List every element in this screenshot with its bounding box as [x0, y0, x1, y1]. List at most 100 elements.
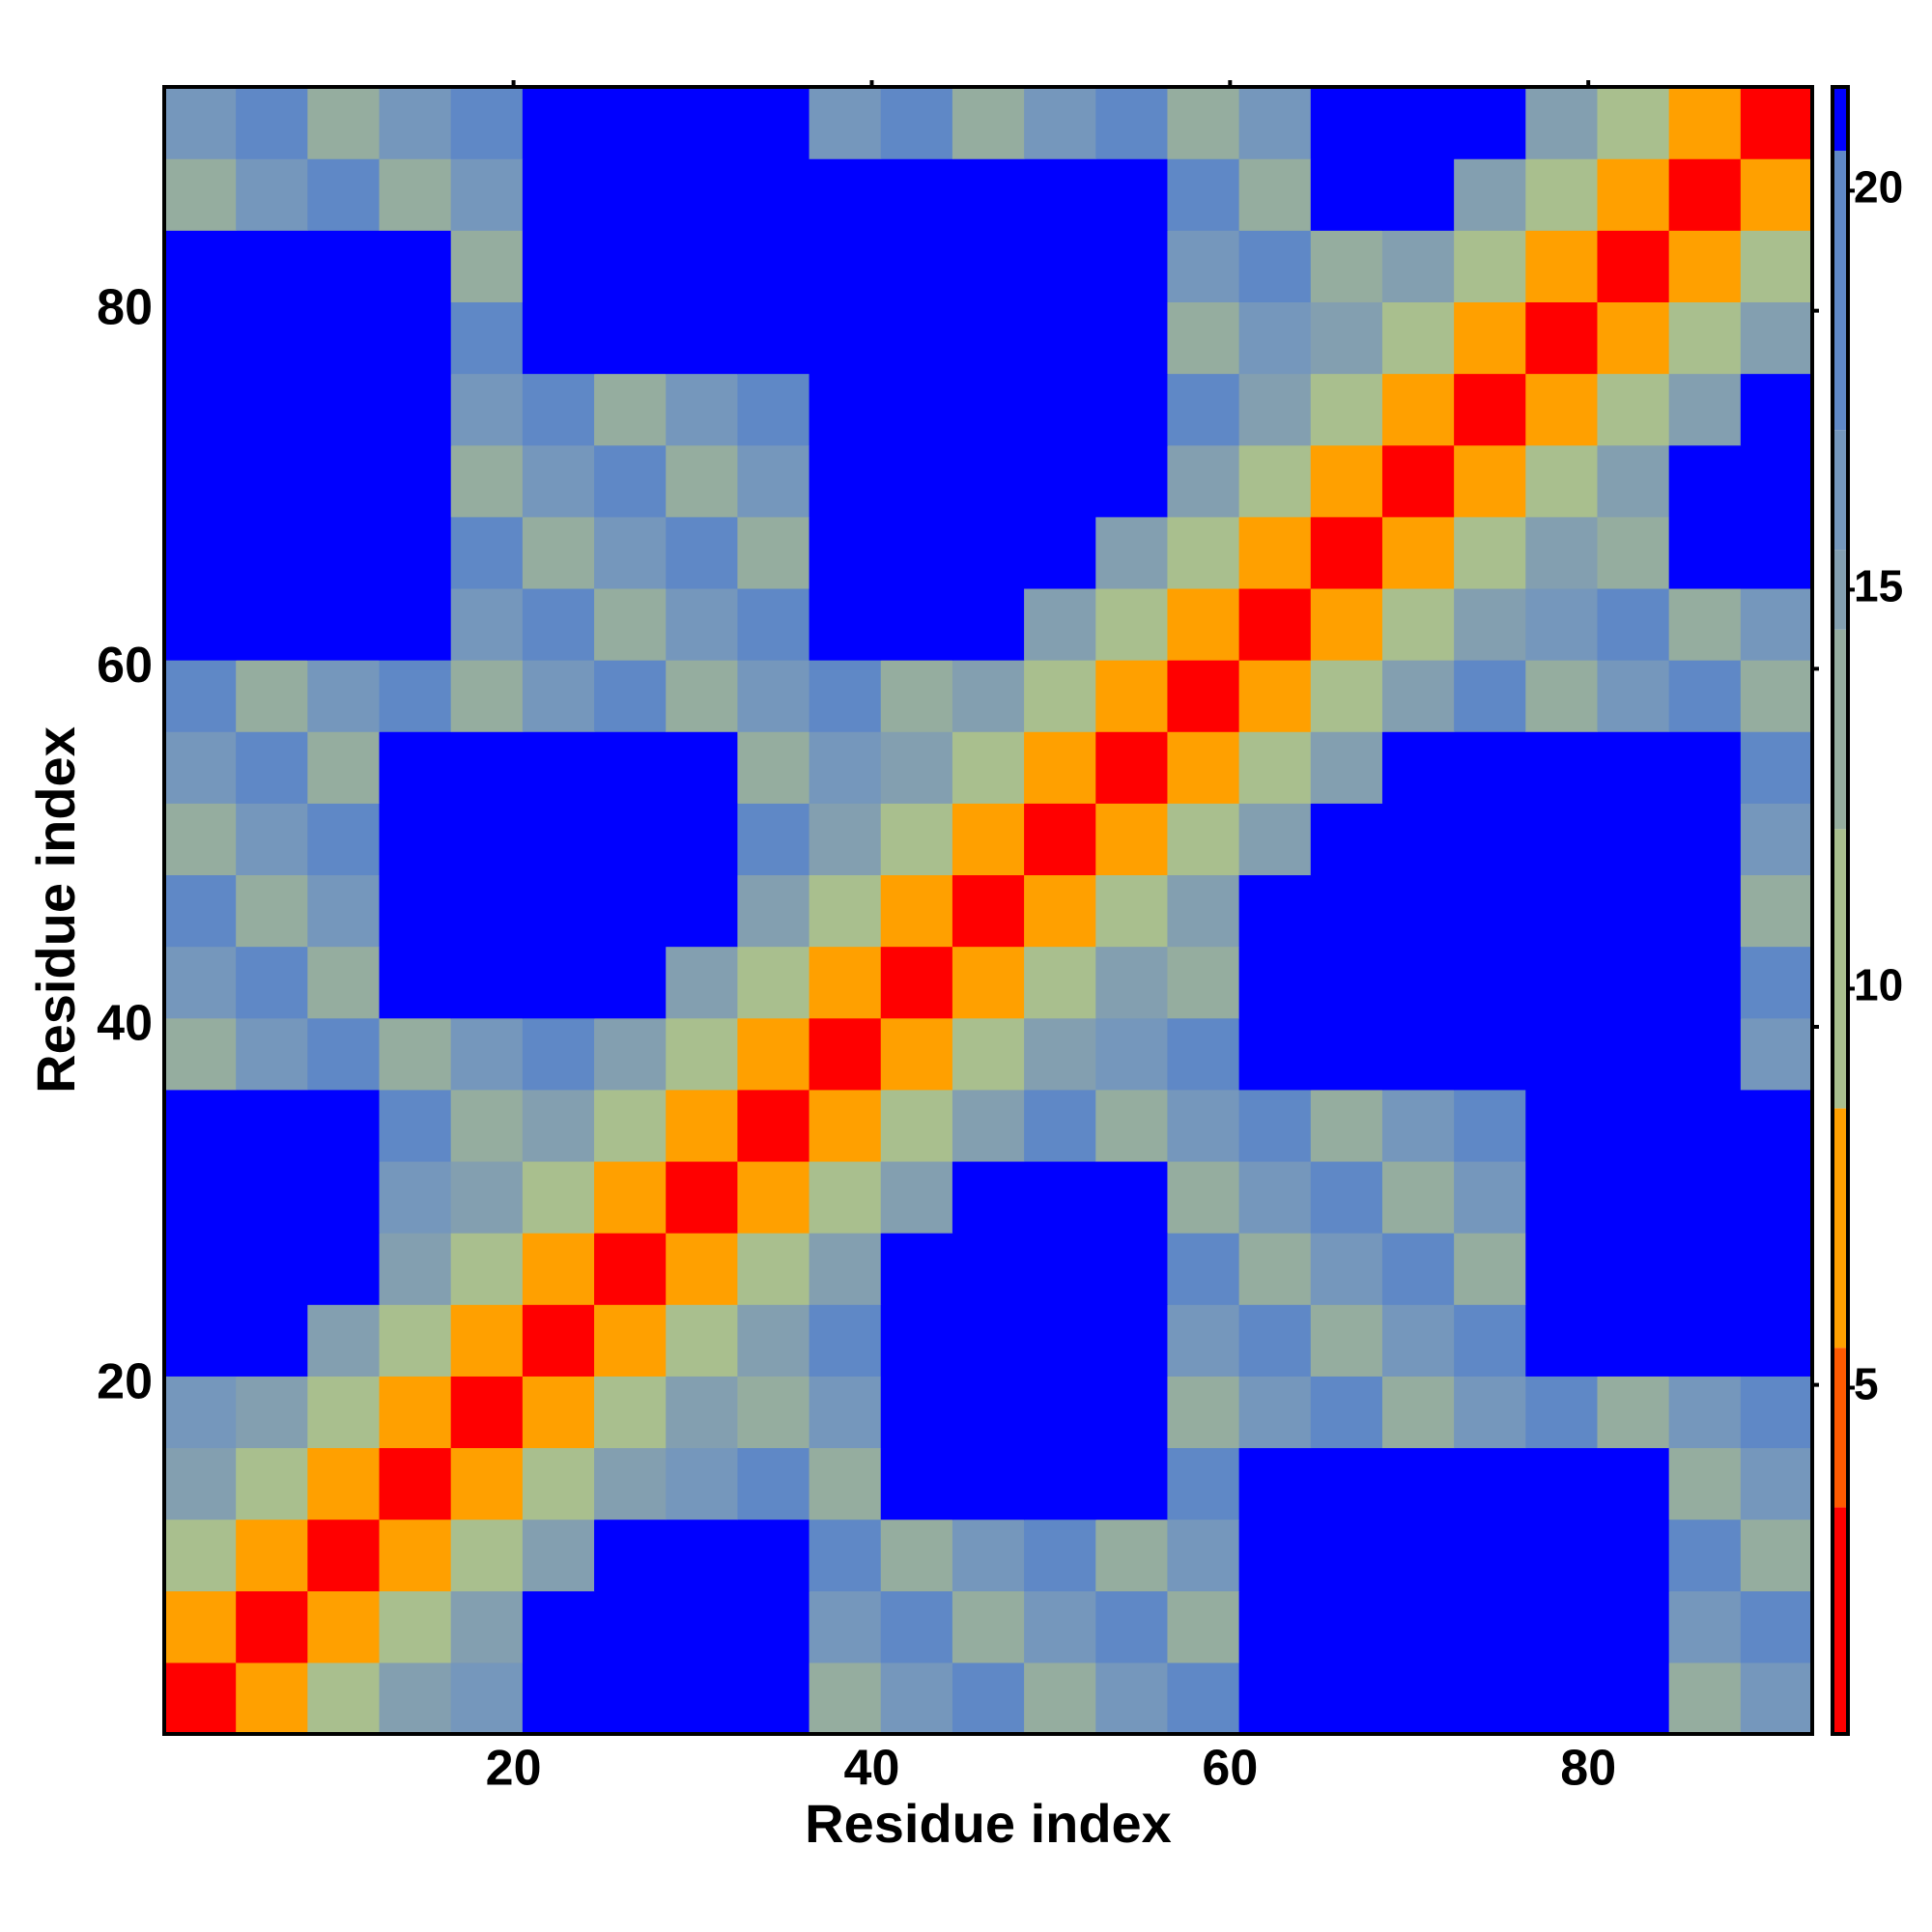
heatmap-cell: [1740, 1160, 1813, 1234]
colorbar-tick-label: 15: [1854, 561, 1903, 611]
heatmap-cell: [1238, 1089, 1312, 1162]
heatmap-cell: [1167, 803, 1240, 876]
heatmap-cell: [379, 1160, 452, 1234]
heatmap-cell: [952, 516, 1025, 589]
heatmap-cell: [1024, 731, 1096, 804]
heatmap-cell: [307, 874, 381, 948]
heatmap-cell: [1454, 230, 1526, 302]
heatmap-cell: [809, 803, 882, 876]
heatmap-cell: [1238, 230, 1312, 302]
heatmap-cell: [307, 660, 381, 732]
heatmap-cell: [1597, 1519, 1670, 1592]
heatmap-cell: [236, 1304, 308, 1377]
heatmap-cell: [379, 803, 452, 876]
heatmap-cell: [809, 1089, 882, 1162]
heatmap-cell: [594, 1017, 667, 1091]
heatmap-cell: [522, 803, 595, 876]
heatmap-cell: [1597, 731, 1670, 804]
heatmap-cell: [1525, 660, 1599, 732]
heatmap-cell: [952, 1447, 1025, 1520]
heatmap-cell: [1381, 1089, 1455, 1162]
heatmap-cell: [307, 1017, 381, 1091]
heatmap-cell: [307, 301, 381, 375]
heatmap-cell: [1024, 587, 1096, 661]
heatmap-cell: [737, 1160, 810, 1234]
heatmap-cell: [1740, 158, 1813, 231]
heatmap-cell: [164, 1233, 237, 1305]
heatmap-cell: [1454, 87, 1526, 159]
heatmap-cell: [1597, 444, 1670, 518]
heatmap-cell: [1167, 1519, 1240, 1592]
heatmap-cell: [1525, 1304, 1599, 1377]
heatmap-cell: [379, 731, 452, 804]
heatmap-cell: [1668, 1590, 1742, 1663]
heatmap-cell: [737, 587, 810, 661]
heatmap-cell: [666, 1376, 738, 1449]
y-axis-title: Residue index: [25, 726, 86, 1094]
heatmap-cell: [1167, 1304, 1240, 1377]
heatmap-cell: [450, 731, 524, 804]
heatmap-cell: [164, 444, 237, 518]
heatmap-cell: [1668, 1089, 1742, 1162]
heatmap-cell: [1525, 1376, 1599, 1449]
heatmap-cell: [236, 1017, 308, 1091]
heatmap-cell: [666, 230, 738, 302]
heatmap-cell: [880, 946, 953, 1019]
heatmap-cell: [1024, 1662, 1096, 1735]
heatmap-cell: [450, 1519, 524, 1592]
heatmap-cell: [737, 87, 810, 159]
heatmap-cell: [880, 1519, 953, 1592]
heatmap-cell: [236, 1662, 308, 1735]
heatmap-cell: [1525, 874, 1599, 948]
heatmap-cell: [1381, 230, 1455, 302]
heatmap-cell: [1024, 1160, 1096, 1234]
heatmap-cell: [1597, 874, 1670, 948]
heatmap-cell: [1668, 301, 1742, 375]
heatmap-cell: [1381, 1447, 1455, 1520]
heatmap-cell: [880, 87, 953, 159]
heatmap-cell: [1454, 1376, 1526, 1449]
heatmap-cell: [666, 731, 738, 804]
heatmap-cell: [809, 1017, 882, 1091]
heatmap-cell: [379, 1519, 452, 1592]
heatmap-cell: [236, 946, 308, 1019]
heatmap-cell: [1167, 373, 1240, 446]
heatmap-cell: [737, 660, 810, 732]
heatmap-cell: [236, 803, 308, 876]
heatmap-cell: [737, 1590, 810, 1663]
heatmap-cell: [1095, 1447, 1169, 1520]
heatmap-cell: [1310, 1662, 1383, 1735]
heatmap-cell: [1095, 301, 1169, 375]
heatmap-cell: [594, 1662, 667, 1735]
heatmap-cell: [1597, 1447, 1670, 1520]
heatmap-cell: [1310, 1519, 1383, 1592]
heatmap-cell: [1740, 803, 1813, 876]
heatmap-cell: [1310, 1376, 1383, 1449]
heatmap-cell: [594, 87, 667, 159]
heatmap-cell: [1668, 1017, 1742, 1091]
heatmap-cell: [952, 1089, 1025, 1162]
heatmap-cell: [1668, 1662, 1742, 1735]
heatmap-cell: [1740, 444, 1813, 518]
heatmap-cell: [1740, 1519, 1813, 1592]
heatmap-cell: [1381, 1376, 1455, 1449]
heatmap-cell: [450, 1233, 524, 1305]
heatmap-cell: [1381, 803, 1455, 876]
heatmap-cell: [1597, 516, 1670, 589]
heatmap-cell: [1024, 1233, 1096, 1305]
heatmap-cell: [307, 1376, 381, 1449]
heatmap-cell: [594, 660, 667, 732]
heatmap-cell: [666, 158, 738, 231]
heatmap-cell: [1525, 1519, 1599, 1592]
heatmap-cell: [809, 1376, 882, 1449]
heatmap-cell: [450, 1089, 524, 1162]
heatmap-cell: [164, 660, 237, 732]
heatmap-cell: [1454, 301, 1526, 375]
heatmap-cell: [1024, 946, 1096, 1019]
heatmap-cell: [1597, 946, 1670, 1019]
colorbar-segment: [1833, 550, 1848, 630]
heatmap-cell: [1740, 1017, 1813, 1091]
heatmap-cell: [164, 1519, 237, 1592]
heatmap-cell: [1310, 301, 1383, 375]
heatmap-cell: [1238, 1376, 1312, 1449]
